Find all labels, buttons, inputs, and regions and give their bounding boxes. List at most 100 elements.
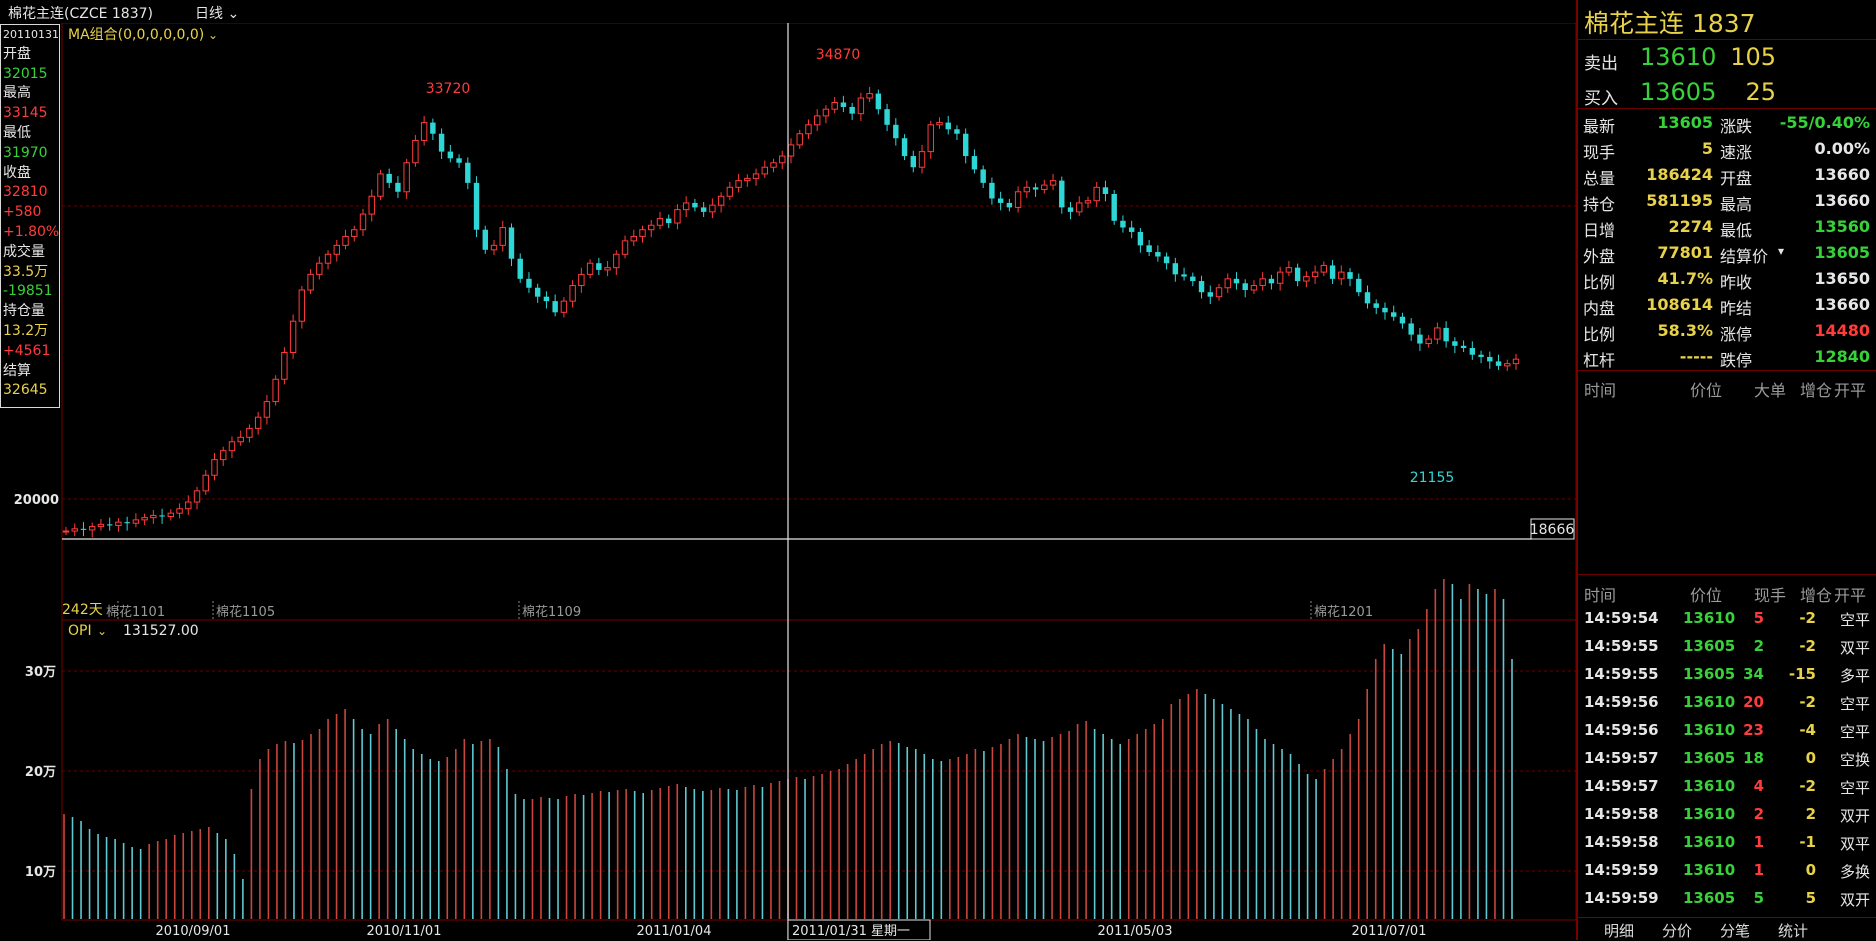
candle-body [1172, 263, 1179, 275]
stat-row: 杠杆 ----- [1583, 344, 1713, 370]
opi-indicator-label[interactable]: OPI [68, 623, 92, 639]
tick-row[interactable]: 14:59:56 13610 20 -2 空平 [1578, 689, 1876, 717]
tab-stats[interactable]: 统计 [1778, 922, 1809, 940]
buy-volume: 25 [1745, 78, 1776, 106]
candle-body [534, 287, 541, 297]
divider [1578, 108, 1876, 109]
days-label: 242天 [62, 602, 103, 618]
candle-body [499, 226, 506, 246]
title-bar: 棉花主连(CZCE 1837) 日线 ⌄ [0, 0, 1575, 23]
tick-type: 空平 [1839, 611, 1870, 629]
tick-vol: 34 [1743, 665, 1764, 683]
candle-body [586, 262, 594, 275]
candle-body [1504, 363, 1511, 367]
stat-row: 涨停 14480 [1720, 318, 1870, 344]
stat-label: 杠杆 [1583, 351, 1616, 370]
divider [1578, 370, 1876, 371]
candle-body [132, 519, 140, 524]
stat-row: 最低 13560 [1720, 214, 1870, 240]
info-panel-line: 开盘 [3, 45, 31, 62]
candle-body [211, 459, 218, 476]
low-label: 21155 [1410, 470, 1455, 486]
candle-body [281, 351, 288, 380]
tick-time: 14:59:56 [1584, 721, 1659, 739]
candlestick-series [62, 86, 1520, 538]
tick-row[interactable]: 14:59:56 13610 23 -4 空平 [1578, 717, 1876, 745]
info-panel-line: -19851 [3, 283, 53, 300]
candle-body [1356, 278, 1362, 293]
candle-body [263, 401, 271, 418]
candle-body [1102, 187, 1109, 195]
tab-detail[interactable]: 明细 [1604, 922, 1635, 940]
candle-body [656, 218, 664, 226]
stat-value: 13660 [1814, 165, 1870, 184]
sell-quote-row[interactable]: 卖出 13610 105 [1578, 40, 1876, 74]
stat-label: 速涨 [1720, 143, 1753, 162]
quote-panel: 棉花主连 1837 卖出 13610 105 买入 13605 25 最新 136… [1576, 0, 1876, 940]
buy-quote-row[interactable]: 买入 13605 25 [1578, 75, 1876, 109]
info-panel-line: 32015 [3, 65, 48, 82]
tick-chg: -2 [1799, 637, 1816, 655]
candle-body [159, 515, 165, 517]
tick-chg: -1 [1799, 833, 1816, 851]
candle-body [176, 508, 183, 514]
candle-body [62, 530, 70, 533]
candle-body [1329, 265, 1336, 279]
tick-row[interactable]: 14:59:59 13605 5 5 双开 [1578, 885, 1876, 913]
info-panel-line: 收盘 [3, 164, 31, 181]
stat-label: 涨停 [1720, 325, 1753, 344]
candle-body [840, 102, 847, 107]
tick-row[interactable]: 14:59:59 13610 1 0 多换 [1578, 857, 1876, 885]
tick-vol: 20 [1743, 693, 1764, 711]
tick-row[interactable]: 14:59:57 13605 18 0 空换 [1578, 745, 1876, 773]
stat-value: 13660 [1814, 191, 1870, 210]
tick-row[interactable]: 14:59:54 13610 5 -2 空平 [1578, 605, 1876, 633]
chevron-down-icon[interactable]: ⌄ [97, 624, 107, 638]
candle-body [1434, 327, 1441, 340]
stat-value: ----- [1679, 347, 1713, 366]
candle-body [980, 169, 986, 183]
candle-body [761, 166, 769, 175]
tick-row[interactable]: 14:59:58 13610 2 2 双开 [1578, 801, 1876, 829]
opi-y-tick: 30万 [25, 665, 56, 680]
tick-row[interactable]: 14:59:57 13610 4 -2 空平 [1578, 773, 1876, 801]
ma-indicator-label[interactable]: MA组合(0,0,0,0,0,0) [68, 27, 204, 43]
candle-body [936, 122, 943, 126]
stat-label: 现手 [1583, 143, 1616, 162]
tick-price: 13610 [1683, 861, 1736, 879]
candle-body [726, 186, 734, 197]
stat-value: 13650 [1814, 269, 1870, 288]
chevron-down-icon[interactable]: ▾ [1778, 244, 1785, 258]
candle-body [80, 528, 87, 530]
candle-body [1224, 278, 1231, 289]
candle-body [1460, 345, 1467, 349]
candle-body [735, 180, 742, 188]
tick-row[interactable]: 14:59:55 13605 34 -15 多平 [1578, 661, 1876, 689]
stat-row: 结算价 13605 ▾ [1720, 240, 1870, 266]
tick-row[interactable]: 14:59:55 13605 2 -2 双平 [1578, 633, 1876, 661]
period-selector[interactable]: 日线 ⌄ [195, 3, 239, 23]
tick-type: 双开 [1839, 807, 1870, 825]
candle-body [1311, 271, 1319, 278]
candle-body [875, 93, 882, 110]
tick-price: 13605 [1683, 749, 1736, 767]
tick-row[interactable]: 14:59:58 13610 1 -1 双平 [1578, 829, 1876, 857]
candle-body [1364, 292, 1371, 304]
candle-body [237, 436, 244, 443]
stat-label: 总量 [1583, 169, 1616, 188]
tick-time: 14:59:57 [1584, 777, 1659, 795]
candle-body [124, 522, 130, 524]
column-header: 开平 [1834, 381, 1867, 400]
tab-trades[interactable]: 分笔 [1720, 922, 1751, 940]
chart-area[interactable]: MA组合(0,0,0,0,0,0) ⌄ 20000 18666 33720 34… [0, 0, 1576, 940]
tab-price[interactable]: 分价 [1662, 922, 1693, 940]
candle-body [1076, 202, 1083, 213]
tick-type: 空平 [1839, 695, 1870, 713]
candle-body [324, 253, 332, 264]
chevron-down-icon[interactable]: ⌄ [208, 28, 218, 42]
buy-price: 13605 [1640, 78, 1717, 106]
tick-price: 13610 [1683, 805, 1736, 823]
candle-body [1294, 267, 1301, 282]
info-panel-line: 33.5万 [3, 263, 49, 280]
contract-label: 棉花1109 [522, 604, 581, 620]
